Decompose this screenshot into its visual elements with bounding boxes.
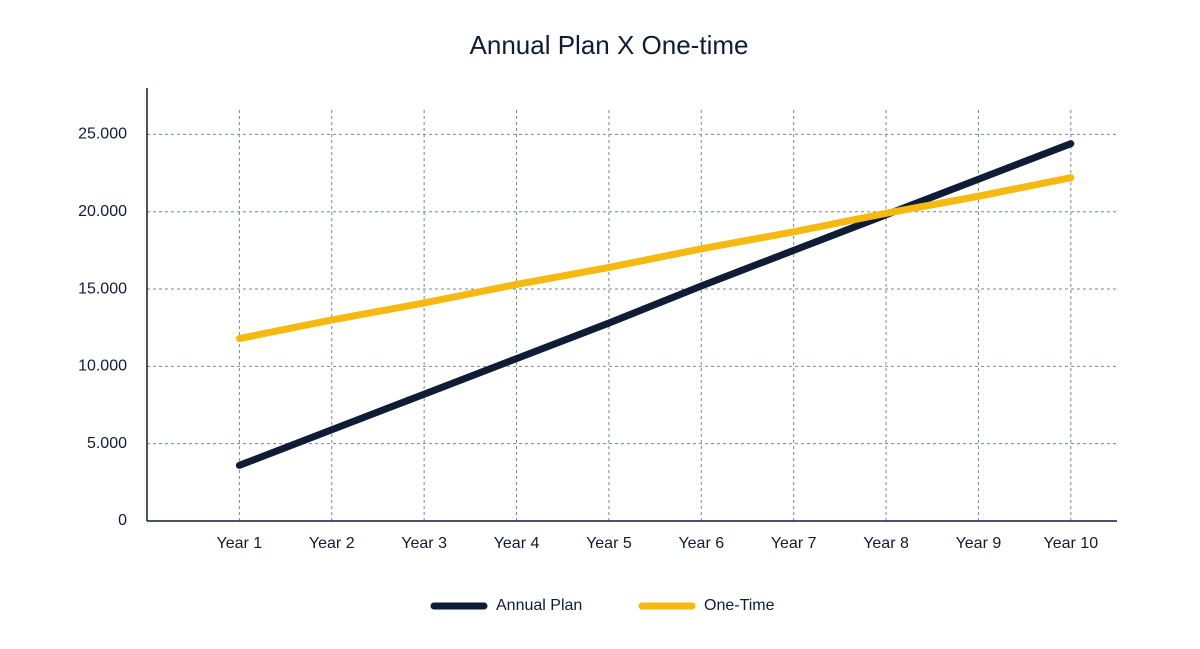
x-tick-label: Year 2 [309,535,355,552]
legend-label: One-Time [704,597,775,614]
x-tick-label: Year 8 [863,535,909,552]
x-tick-label: Year 7 [771,535,817,552]
x-tick-label: Year 9 [956,535,1002,552]
line-series [235,140,1075,469]
x-tick-label: Year 5 [586,535,632,552]
x-tick-label: Year 10 [1044,535,1099,552]
y-tick-label: 0 [118,512,127,529]
y-tick-label: 20.000 [78,203,127,220]
x-tick-label: Year 3 [401,535,447,552]
y-tick-label: 10.000 [78,358,127,375]
y-tick-label: 5.000 [87,435,127,452]
legend-label: Annual Plan [496,597,582,614]
y-tick-label: 25.000 [78,126,127,143]
x-tick-label: Year 1 [217,535,263,552]
x-tick-label: Year 4 [494,535,540,552]
x-tick-label: Year 6 [678,535,724,552]
line-series [235,174,1075,343]
y-tick-label: 15.000 [78,280,127,297]
chart-title: Annual Plan X One-time [470,30,749,60]
